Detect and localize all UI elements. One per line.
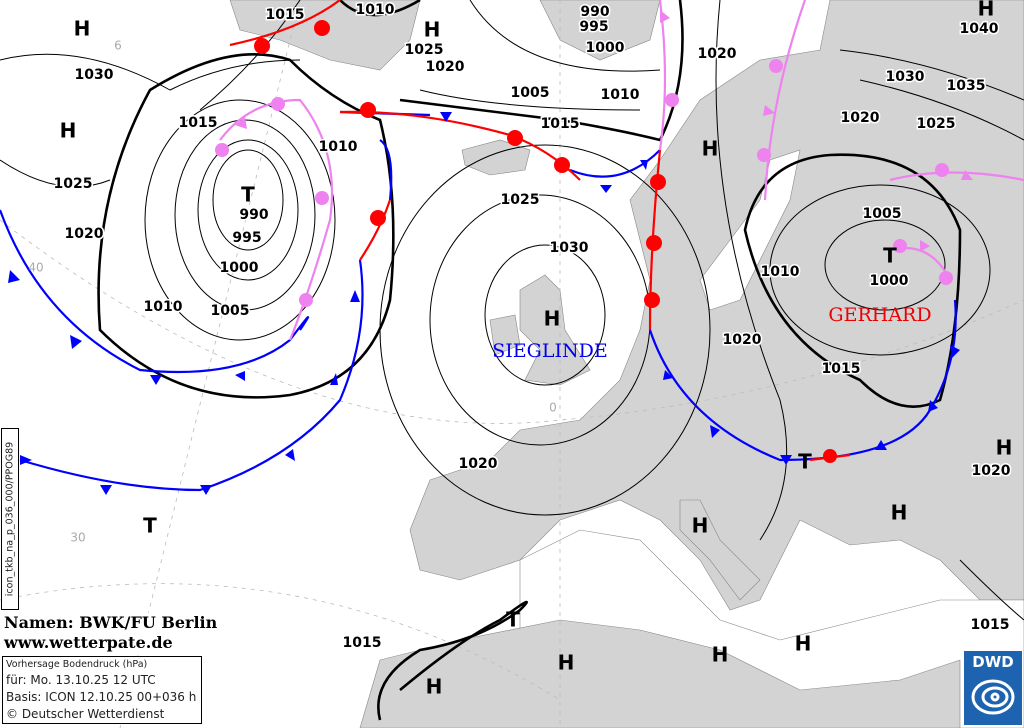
isobar-label: 1010: [601, 87, 640, 103]
isobar-label: 1000: [586, 40, 625, 56]
isobar-label: 1020: [723, 332, 762, 348]
isobar-label: 1025: [501, 192, 540, 208]
graticule-label: 40: [28, 261, 43, 275]
isobar-label: 1030: [550, 240, 589, 256]
cold-front-atlantic: [0, 209, 364, 492]
credit: Namen: BWK/FU Berlin www.wetterpate.de: [4, 613, 218, 653]
isobar-label: 1005: [511, 85, 550, 101]
high-pressure-marker: H: [891, 501, 908, 525]
forecast-info-box: Vorhersage Bodendruck (hPa) für: Mo. 13.…: [2, 656, 202, 724]
high-pressure-marker: H: [978, 0, 995, 21]
product-id: icon_tkb_na_p_036_000/PPOG89: [4, 441, 16, 597]
graticule-label: 0: [549, 401, 557, 415]
forecast-basis: Basis: ICON 12.10.25 00+036 h: [6, 690, 197, 704]
website-link[interactable]: www.wetterpate.de: [4, 633, 173, 652]
forecast-title: Vorhersage Bodendruck (hPa): [6, 659, 148, 670]
front-symbols: [8, 10, 973, 495]
isobar-label: 1020: [972, 463, 1011, 479]
names-credit: Namen: BWK/FU Berlin: [4, 613, 218, 632]
low-pressure-marker: T: [241, 183, 255, 207]
fronts: [0, 0, 1024, 492]
iceland: [461, 139, 531, 176]
isobar-label: 1020: [841, 110, 880, 126]
isobar-label: 1035: [947, 78, 986, 94]
svalbard-north: [539, 0, 661, 61]
cold-front-europe: [648, 299, 957, 462]
high-pressure-marker: H: [426, 675, 443, 699]
isobar-label: 1010: [319, 139, 358, 155]
scandinavia-interior-sea: [699, 149, 801, 311]
isobar-label: 1015: [971, 617, 1010, 633]
isobar-label: 1040: [960, 21, 999, 37]
graticule-label: 30: [70, 531, 85, 545]
system-name-sieglinde: SIEGLINDE: [492, 340, 607, 362]
italy: [679, 499, 761, 601]
ireland: [489, 314, 521, 356]
isobar-label: 1010: [761, 264, 800, 280]
isobars: [0, 0, 1024, 621]
isobar-label: 1000: [220, 260, 259, 276]
isobar-label: 1020: [65, 226, 104, 242]
isobar-label: 1005: [211, 303, 250, 319]
isobar-label: 1025: [917, 116, 956, 132]
isobar-label: 1030: [886, 69, 925, 85]
isobar-label: 1015: [179, 115, 218, 131]
isobar-label: 995: [579, 19, 608, 35]
product-id-box: icon_tkb_na_p_036_000/PPOG89: [1, 428, 19, 610]
high-pressure-marker: H: [692, 514, 709, 538]
land-masses: [229, 0, 1024, 728]
isobar-label: 1000: [870, 273, 909, 289]
isobar-label: 1020: [426, 59, 465, 75]
high-pressure-marker: H: [712, 643, 729, 667]
isobar-label: 1025: [54, 176, 93, 192]
occlusion-atlantic: [219, 98, 334, 341]
isobar-label: 1010: [356, 2, 395, 18]
high-pressure-marker: H: [795, 632, 812, 656]
low-pressure-marker: T: [143, 514, 157, 538]
high-pressure-marker: H: [996, 436, 1013, 460]
occlusion-north: [658, 0, 1024, 281]
great-britain: [519, 274, 591, 386]
forecast-valid-time: für: Mo. 13.10.25 12 UTC: [6, 673, 156, 687]
copyright: © Deutscher Wetterdienst: [6, 707, 165, 721]
isobar-label: 1015: [266, 7, 305, 23]
high-pressure-marker: H: [558, 651, 575, 675]
system-name-gerhard: GERHARD: [828, 304, 931, 326]
low-pressure-marker: T: [798, 450, 812, 474]
isobar-label: 1010: [144, 299, 183, 315]
low-pressure-marker: T: [883, 244, 897, 268]
isobar-label: 990: [580, 4, 609, 20]
isobar-label: 1005: [863, 206, 902, 222]
isobar-label: 1015: [343, 635, 382, 651]
high-pressure-marker: H: [702, 137, 719, 161]
isobar-label: 1030: [75, 67, 114, 83]
isobar-label: 1025: [405, 42, 444, 58]
dwd-logo-text: DWD: [972, 653, 1014, 671]
isobar-label: 1020: [698, 46, 737, 62]
isobar-label: 1020: [459, 456, 498, 472]
high-pressure-marker: H: [74, 17, 91, 41]
warm-front-atlantic: [359, 199, 392, 261]
graticule-labels: 40 30 0 6: [28, 39, 556, 545]
low-pressure-marker: T: [506, 608, 520, 632]
high-pressure-marker: H: [60, 119, 77, 143]
dwd-swirl-icon: [971, 679, 1015, 715]
isobar-label: 990: [239, 207, 268, 223]
isobar-label: 1015: [541, 116, 580, 132]
dwd-logo: DWD: [963, 650, 1023, 726]
isobar-label: 1015: [822, 361, 861, 377]
high-pressure-marker: H: [544, 307, 561, 331]
graticule-label: 6: [114, 39, 122, 53]
high-pressure-marker: H: [424, 18, 441, 42]
isobar-label: 995: [232, 230, 261, 246]
